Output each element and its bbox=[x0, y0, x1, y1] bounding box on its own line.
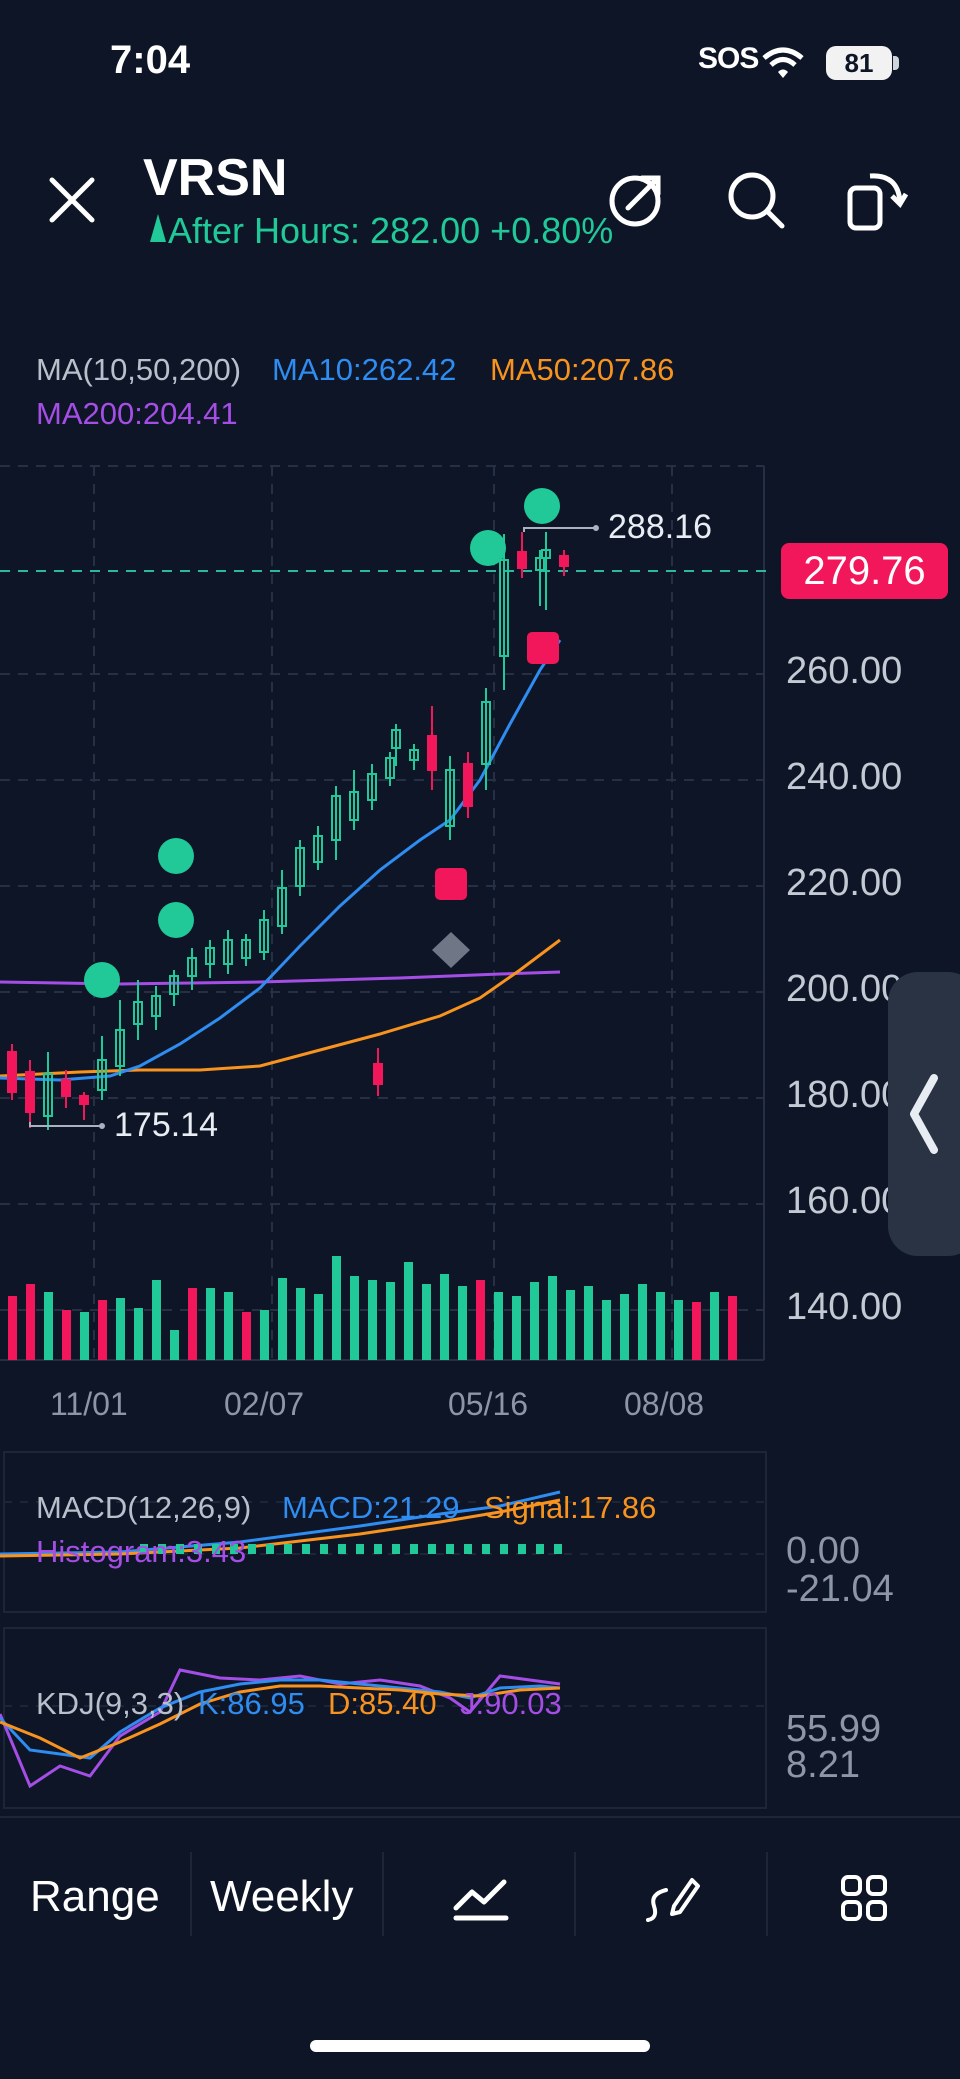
search-icon[interactable] bbox=[726, 170, 786, 230]
toolbar-divider bbox=[766, 1852, 768, 1936]
grid-icon[interactable] bbox=[840, 1874, 888, 1922]
high-price-label: 288.16 bbox=[608, 508, 712, 546]
sell-signal-marker bbox=[527, 632, 559, 664]
price-axis-label: 240.00 bbox=[786, 756, 903, 798]
ma50-line bbox=[0, 938, 561, 1078]
after-hours-quote: After Hours: 282.00 +0.80% bbox=[168, 210, 614, 251]
ma10-value: MA10:262.42 bbox=[272, 352, 457, 387]
date-axis-label: 02/07 bbox=[224, 1386, 305, 1422]
high-marker bbox=[523, 527, 594, 532]
share-icon[interactable] bbox=[608, 170, 666, 228]
ma10-line bbox=[0, 639, 562, 1082]
kdj-axis-label: 55.99 bbox=[786, 1708, 882, 1750]
toolbar-divider bbox=[382, 1852, 384, 1936]
home-indicator[interactable] bbox=[310, 2040, 650, 2052]
buy-signal-marker bbox=[84, 962, 120, 998]
status-time: 7:04 bbox=[110, 38, 191, 82]
wifi-icon bbox=[762, 47, 804, 78]
chevron-left-icon[interactable] bbox=[906, 1072, 942, 1156]
buy-signal-marker bbox=[470, 530, 506, 566]
draw-icon[interactable] bbox=[644, 1872, 700, 1924]
volume-bars bbox=[8, 1256, 737, 1360]
ticker-symbol: VRSN bbox=[143, 149, 288, 207]
neutral-signal-marker bbox=[432, 932, 470, 968]
low-marker bbox=[29, 1122, 100, 1127]
low-price-label: 175.14 bbox=[114, 1106, 218, 1144]
price-axis-label: 140.00 bbox=[786, 1286, 903, 1328]
ma200-value: MA200:204.41 bbox=[36, 396, 238, 431]
macd-indicator-name[interactable]: MACD(12,26,9) bbox=[36, 1490, 252, 1525]
rotate-icon[interactable] bbox=[846, 168, 908, 232]
candles bbox=[7, 532, 569, 1130]
macd-histogram-value: Histogram:3.43 bbox=[36, 1534, 247, 1569]
range-button[interactable]: Range bbox=[30, 1872, 160, 1921]
date-axis-label: 08/08 bbox=[624, 1386, 705, 1422]
macd-axis-label: -21.04 bbox=[786, 1568, 894, 1610]
side-panel-handle[interactable] bbox=[888, 972, 960, 1256]
battery-tip bbox=[893, 56, 899, 70]
price-axis-label: 200.00 bbox=[786, 968, 903, 1010]
macd-value: MACD:21.29 bbox=[282, 1490, 460, 1525]
buy-signal-marker bbox=[524, 488, 560, 524]
ma50-value: MA50:207.86 bbox=[490, 352, 675, 387]
kdj-j-value: J:90.03 bbox=[460, 1686, 562, 1721]
period-button[interactable]: Weekly bbox=[210, 1872, 354, 1921]
kdj-k-value: K:86.95 bbox=[198, 1686, 305, 1721]
macd-axis-label: 0.00 bbox=[786, 1530, 860, 1572]
toolbar-divider bbox=[574, 1852, 576, 1936]
macd-chart[interactable] bbox=[0, 1450, 960, 1616]
ma200-line bbox=[0, 970, 561, 986]
kdj-indicator-name[interactable]: KDJ(9,3,3) bbox=[36, 1686, 185, 1721]
indicator-icon[interactable] bbox=[452, 1874, 510, 1922]
kdj-chart[interactable] bbox=[0, 1626, 960, 1816]
sell-signal-marker bbox=[435, 868, 467, 900]
date-axis-label: 11/01 bbox=[50, 1386, 128, 1422]
close-icon[interactable] bbox=[48, 176, 96, 224]
price-axis-label: 160.00 bbox=[786, 1180, 903, 1222]
kdj-d-value: D:85.40 bbox=[328, 1686, 437, 1721]
price-axis-label: 180.00 bbox=[786, 1074, 903, 1116]
macd-signal-value: Signal:17.86 bbox=[484, 1490, 657, 1525]
kdj-axis-label: 8.21 bbox=[786, 1744, 860, 1786]
buy-signal-marker bbox=[158, 838, 194, 874]
price-axis-label: 260.00 bbox=[786, 650, 903, 692]
toolbar-divider bbox=[190, 1852, 192, 1936]
bottom-toolbar bbox=[0, 1816, 960, 1998]
current-price-tag: 279.76 bbox=[781, 543, 948, 599]
after-hours-icon bbox=[150, 214, 166, 242]
sos-indicator: SOS bbox=[698, 42, 759, 75]
ma-indicator-name[interactable]: MA(10,50,200) bbox=[36, 352, 242, 387]
buy-signal-marker bbox=[158, 902, 194, 938]
candlestick-chart[interactable] bbox=[0, 440, 960, 1400]
date-axis-label: 05/16 bbox=[448, 1386, 529, 1422]
battery-indicator: 81 bbox=[826, 46, 892, 80]
price-axis-label: 220.00 bbox=[786, 862, 903, 904]
